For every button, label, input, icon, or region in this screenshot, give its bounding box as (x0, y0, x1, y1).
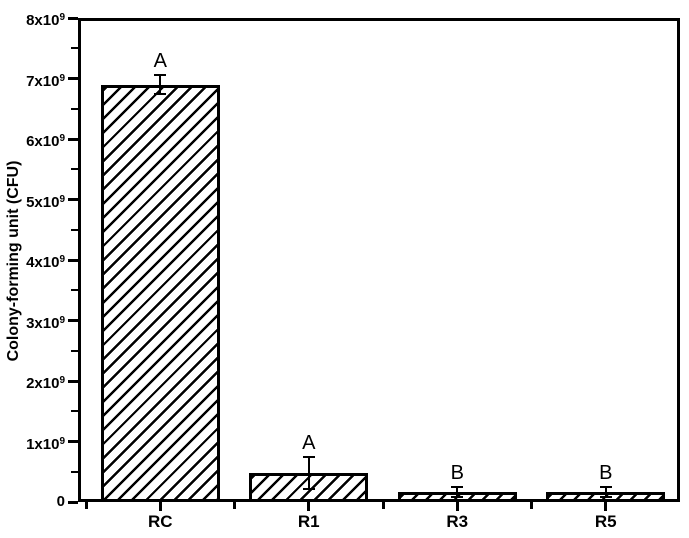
y-axis-major-tick (68, 258, 78, 262)
y-axis-major-tick (68, 77, 78, 80)
y-axis-minor-tick (71, 228, 78, 231)
tick-exponent: 9 (59, 314, 65, 326)
y-axis-minor-tick (71, 410, 78, 413)
x-axis-major-tick (455, 502, 459, 511)
x-axis-boundary-tick (233, 502, 236, 509)
error-bar-cap-bottom (302, 487, 315, 490)
y-axis-minor-tick (71, 168, 78, 171)
error-bar-cap-top (451, 486, 464, 489)
y-axis-major-tick (68, 198, 78, 201)
significance-label: B (450, 462, 464, 485)
x-axis-boundary-tick (381, 502, 385, 509)
y-axis-major-tick (68, 137, 78, 141)
error-bar-cap-bottom (154, 92, 167, 95)
y-axis-tick-label: 5x109 (26, 193, 65, 211)
x-axis-boundary-tick (84, 502, 88, 509)
tick-exponent: 9 (59, 435, 65, 447)
error-bar-cap-top (599, 485, 612, 488)
y-axis-minor-tick (71, 289, 78, 292)
significance-label: B (599, 461, 613, 484)
y-axis-minor-tick (71, 470, 78, 473)
tick-exponent: 9 (59, 193, 65, 205)
y-axis-tick-label: 8x109 (26, 12, 65, 29)
y-axis-minor-tick (71, 107, 78, 110)
error-bar-line (307, 457, 310, 489)
y-axis-tick-label: 0 (56, 493, 65, 510)
y-axis-major-tick (68, 319, 78, 322)
y-axis-minor-tick (71, 47, 78, 50)
x-axis-category-label: R5 (594, 512, 617, 531)
y-axis-major-tick (68, 16, 78, 20)
x-axis-major-tick (604, 502, 608, 511)
y-axis-tick-label: 7x109 (26, 72, 65, 90)
error-bar-cap-bottom (451, 496, 464, 499)
y-axis-major-tick (68, 379, 78, 383)
x-axis-category-label: R3 (446, 512, 469, 531)
y-axis-tick-label: 2x109 (26, 375, 65, 392)
significance-label: A (153, 50, 167, 73)
error-bar-line (456, 487, 459, 498)
x-axis-category-label: RC (147, 512, 173, 531)
error-bar-line (604, 486, 607, 497)
tick-exponent: 9 (59, 375, 65, 386)
x-axis-major-tick (307, 502, 311, 511)
tick-exponent: 9 (59, 133, 65, 144)
error-bar-cap-top (302, 456, 315, 459)
y-axis-major-tick (68, 440, 78, 443)
x-axis-category-label: R1 (297, 512, 320, 531)
y-axis-minor-tick (71, 349, 78, 352)
error-bar-line (159, 75, 162, 94)
tick-exponent: 9 (59, 254, 65, 265)
bar-rc (100, 84, 220, 502)
tick-exponent: 9 (59, 12, 65, 23)
y-axis-major-tick (68, 500, 78, 504)
y-axis-tick-label: 1x109 (26, 435, 65, 453)
y-axis-tick-label: 6x109 (26, 133, 65, 150)
x-axis-boundary-tick (530, 502, 533, 509)
error-bar-cap-bottom (599, 495, 612, 498)
significance-label: A (302, 432, 316, 455)
y-axis-tick-label: 3x109 (26, 314, 65, 332)
tick-exponent: 9 (59, 72, 65, 84)
x-axis-major-tick (158, 502, 162, 511)
error-bar-cap-top (154, 74, 167, 77)
y-axis-tick-label: 4x109 (26, 254, 65, 271)
